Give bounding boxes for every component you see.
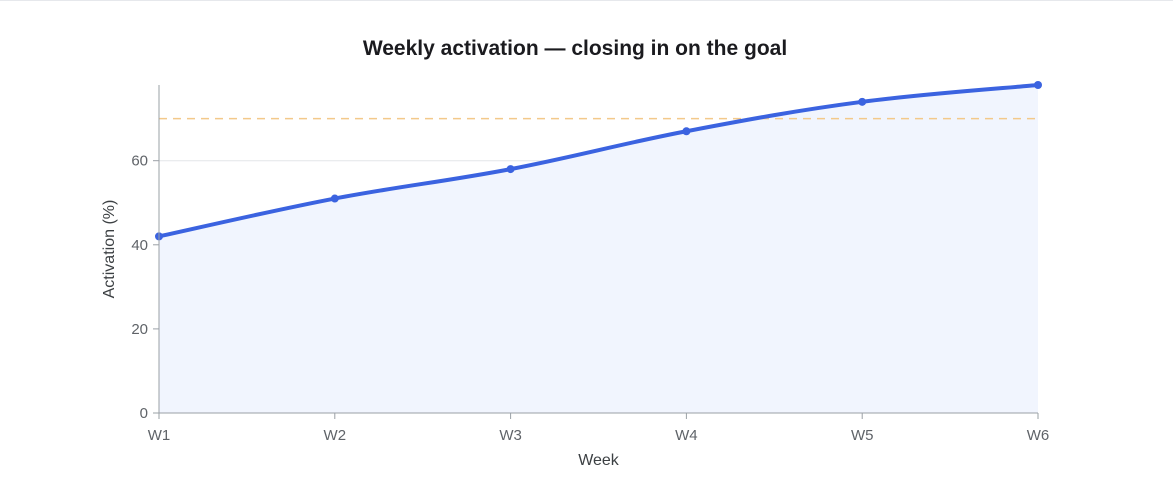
- x-tick-label: W4: [675, 427, 698, 444]
- x-axis-ticks: W1 W2 W3 W4 W5 W6: [148, 413, 1050, 444]
- x-tick-label: W5: [851, 427, 874, 444]
- data-points: [155, 81, 1042, 241]
- data-point: [330, 194, 339, 203]
- x-tick-label: W6: [1027, 427, 1050, 444]
- y-tick-label: 20: [131, 321, 148, 338]
- chart-title: Weekly activation — closing in on the go…: [362, 37, 788, 60]
- x-axis-title: Week: [578, 452, 620, 469]
- data-point: [1034, 81, 1042, 89]
- data-point: [682, 127, 691, 136]
- x-tick-label: W1: [148, 427, 171, 444]
- y-axis-ticks: 0 20 40 60: [131, 153, 159, 422]
- y-tick-label: 40: [131, 237, 148, 254]
- y-axis-title: Activation (%): [101, 200, 118, 299]
- data-point: [506, 165, 515, 174]
- x-tick-label: W2: [324, 427, 347, 444]
- series-line: [157, 83, 1040, 239]
- x-tick-label: W3: [499, 427, 522, 444]
- data-point: [858, 97, 867, 106]
- y-tick-label: 60: [131, 153, 148, 170]
- series-area-fill: [159, 85, 1038, 413]
- y-tick-label: 0: [140, 405, 148, 422]
